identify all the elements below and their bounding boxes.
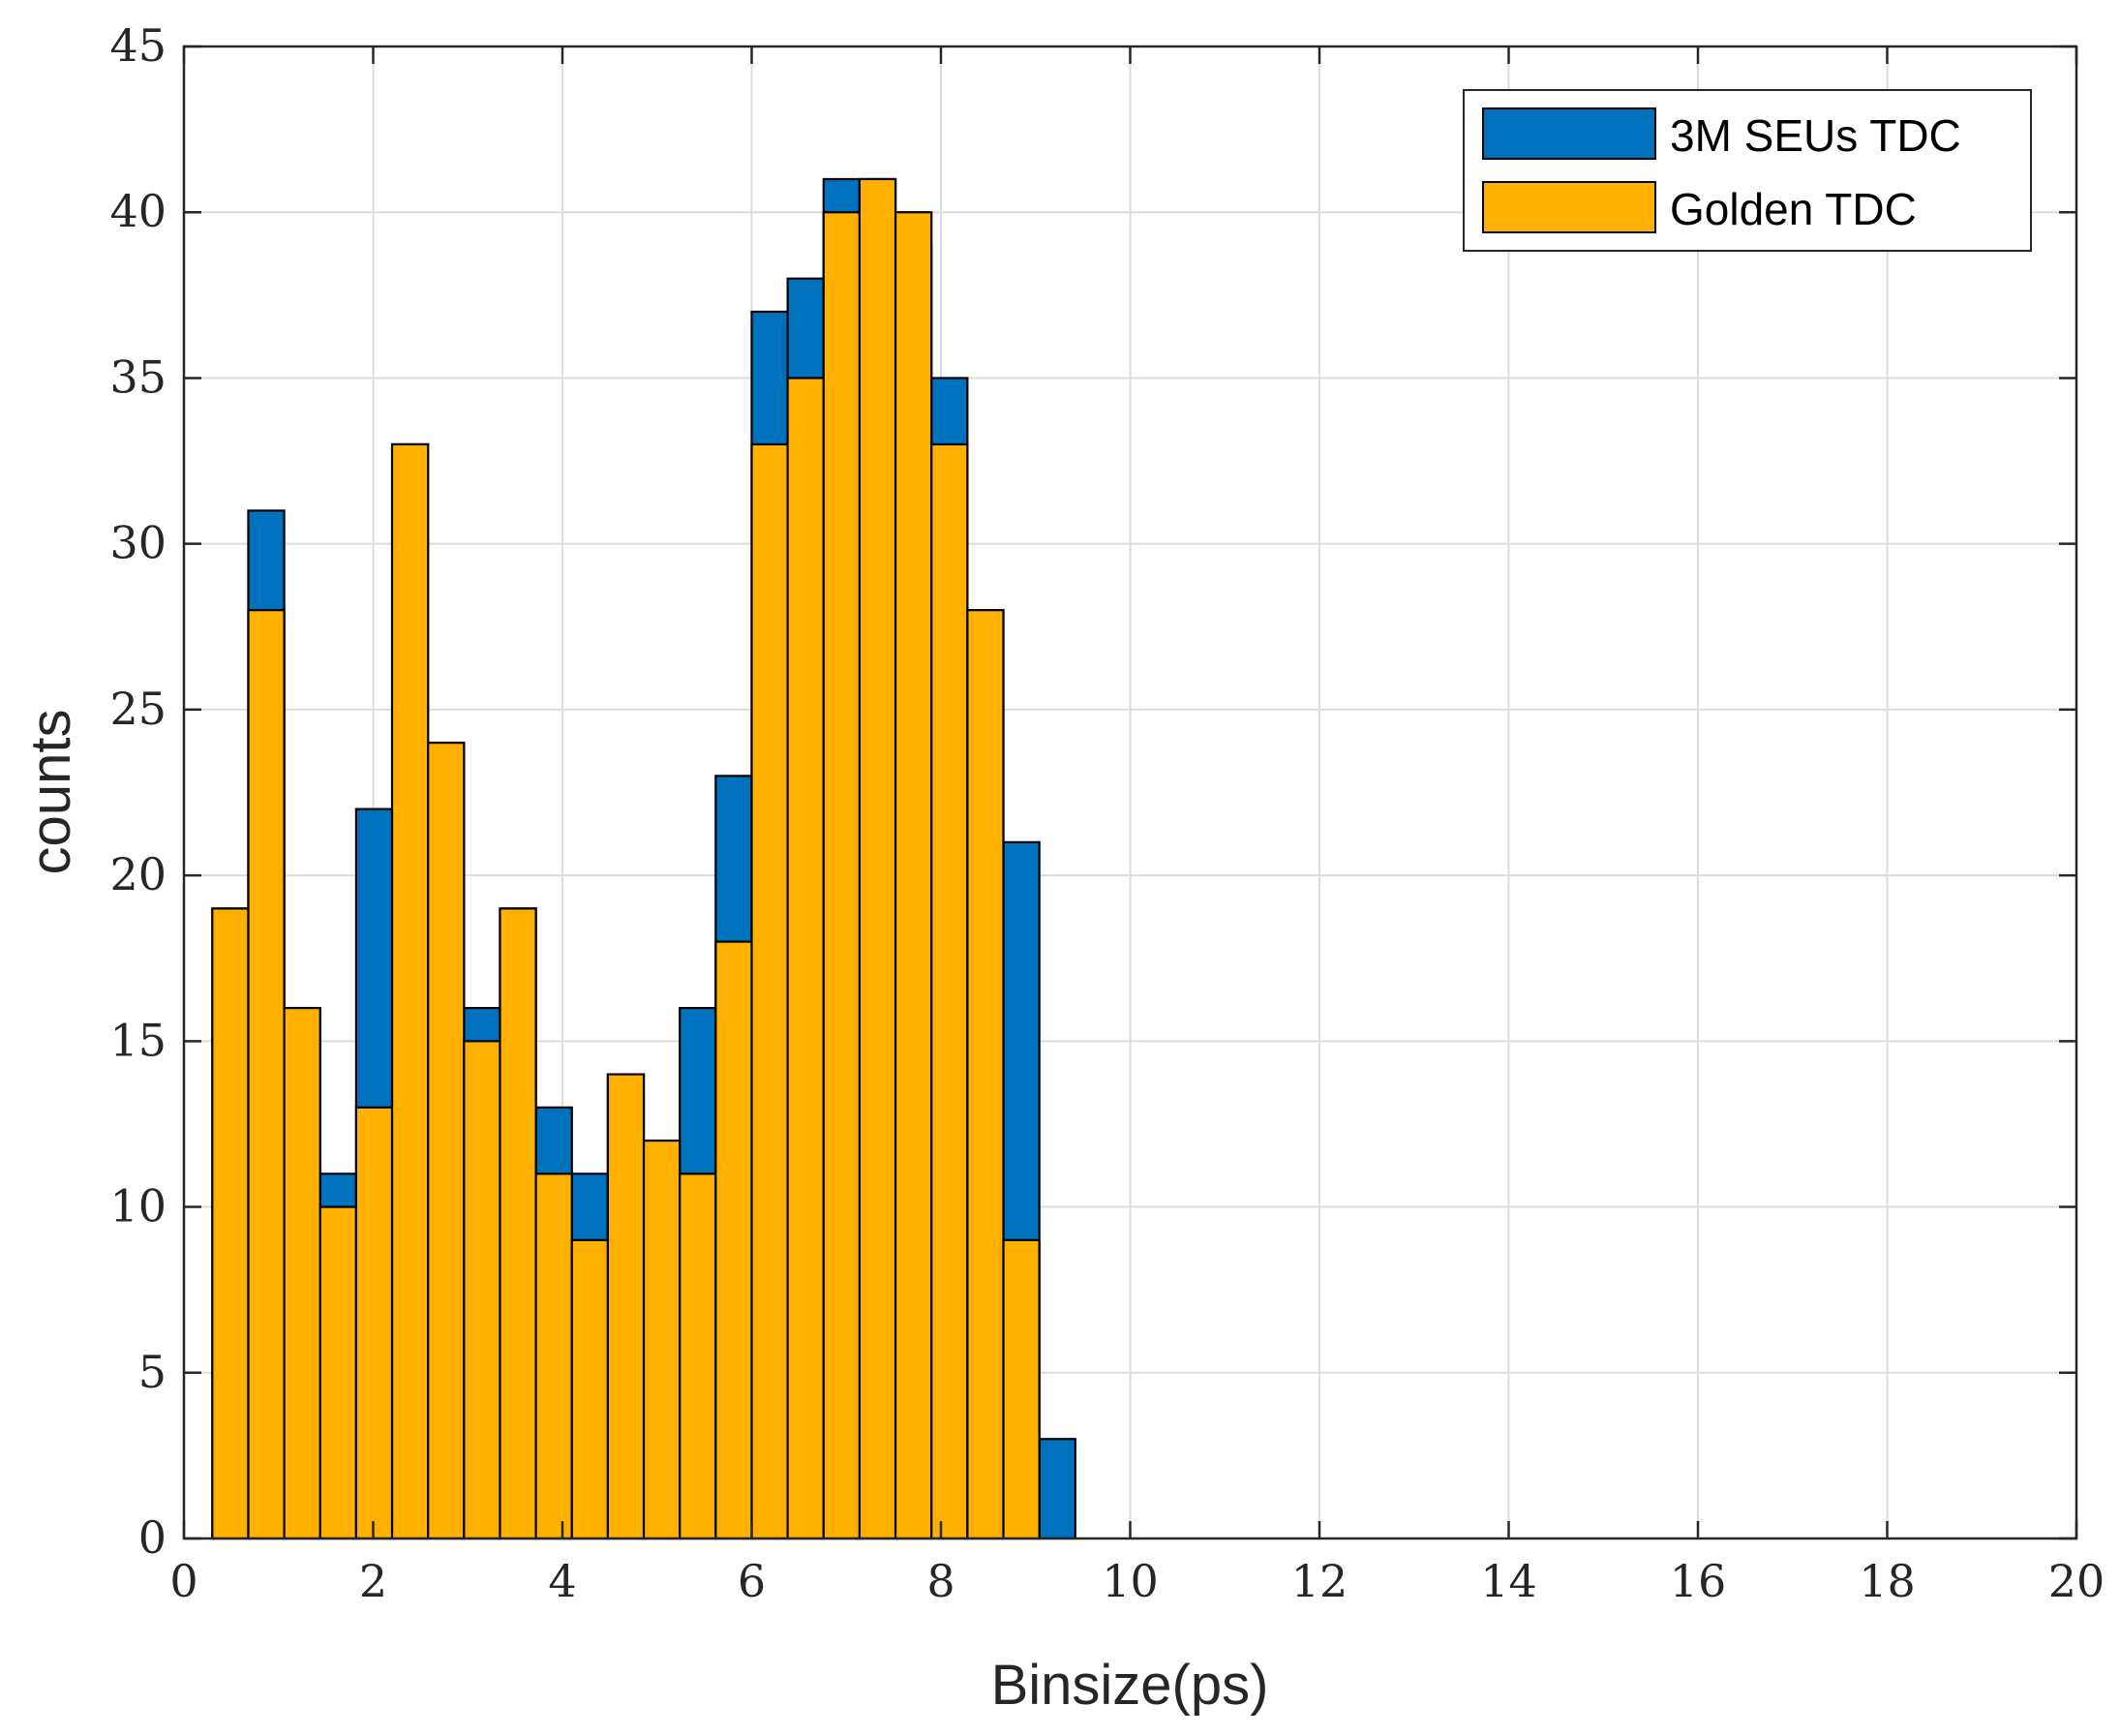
golden-tdc-bar bbox=[570, 1238, 610, 1540]
x-tick-labels: 0 2 4 6 8 10 12 14 16 18 20 bbox=[169, 1555, 2105, 1607]
x-tick-label: 20 bbox=[2048, 1555, 2105, 1607]
golden-tdc-bar bbox=[318, 1205, 358, 1540]
golden-tdc-bar bbox=[499, 907, 537, 1540]
3m-seus-tdc-bar bbox=[1038, 1438, 1076, 1540]
x-axis-title: Binsize(ps) bbox=[991, 1654, 1269, 1717]
golden-tdc-bar bbox=[714, 940, 753, 1540]
golden-tdc-bar bbox=[642, 1139, 681, 1540]
y-tick-label: 20 bbox=[109, 848, 167, 900]
y-tick-label: 30 bbox=[109, 517, 167, 569]
x-tick-label: 2 bbox=[359, 1555, 387, 1607]
y-tick-label: 45 bbox=[109, 19, 167, 72]
x-tick-label: 4 bbox=[548, 1555, 576, 1607]
golden-tdc-bar bbox=[893, 211, 933, 1540]
golden-tdc-bar bbox=[858, 177, 897, 1540]
y-axis-title: counts bbox=[19, 710, 82, 875]
y-tick-label: 25 bbox=[109, 683, 167, 735]
golden-tdc-bar bbox=[211, 907, 250, 1540]
y-tick-label: 35 bbox=[109, 350, 167, 403]
x-tick-label: 8 bbox=[926, 1555, 954, 1607]
golden-tdc-bar bbox=[930, 442, 969, 1540]
legend: 3M SEUs TDC Golden TDC bbox=[1463, 89, 2032, 252]
golden-tdc-bar bbox=[786, 377, 825, 1540]
y-tick-label: 40 bbox=[109, 185, 167, 237]
x-tick-label: 16 bbox=[1670, 1555, 1727, 1607]
x-tick-label: 10 bbox=[1102, 1555, 1159, 1607]
x-tick-label: 18 bbox=[1859, 1555, 1916, 1607]
golden-tdc-bar bbox=[606, 1073, 646, 1540]
golden-tdc-bar bbox=[679, 1173, 717, 1540]
golden-tdc-bar bbox=[354, 1106, 394, 1540]
y-tick-label: 10 bbox=[109, 1180, 167, 1233]
legend-label-3m-seus-tdc: 3M SEUs TDC bbox=[1670, 110, 1961, 161]
golden-tdc-bar bbox=[966, 609, 1005, 1540]
golden-tdc-bar bbox=[534, 1173, 573, 1540]
plot-frame bbox=[182, 45, 2078, 1540]
golden-tdc-bar bbox=[390, 442, 430, 1540]
legend-swatch-golden-tdc bbox=[1482, 181, 1656, 233]
y-tick-label: 5 bbox=[138, 1346, 167, 1398]
golden-tdc-bar bbox=[247, 609, 286, 1540]
y-tick-labels: 0 5 10 15 20 25 30 35 40 45 bbox=[109, 19, 167, 1564]
golden-tdc-bar bbox=[750, 442, 789, 1540]
golden-tdc-bar bbox=[283, 1006, 321, 1540]
x-tick-label: 14 bbox=[1480, 1555, 1537, 1607]
x-tick-label: 6 bbox=[738, 1555, 766, 1607]
golden-tdc-bar bbox=[427, 742, 466, 1540]
legend-swatch-3m-seus-tdc bbox=[1482, 107, 1656, 160]
golden-tdc-bar bbox=[822, 211, 862, 1540]
x-tick-label: 12 bbox=[1291, 1555, 1348, 1607]
grid-lines bbox=[184, 46, 2076, 1538]
x-tick-label: 0 bbox=[169, 1555, 197, 1607]
golden-tdc-bar bbox=[1002, 1238, 1041, 1540]
y-tick-label: 15 bbox=[109, 1014, 167, 1066]
series-golden-tdc-bars bbox=[211, 177, 1041, 1540]
y-tick-label: 0 bbox=[138, 1511, 167, 1564]
golden-tdc-bar bbox=[463, 1040, 501, 1540]
legend-label-golden-tdc: Golden TDC bbox=[1670, 184, 1917, 234]
